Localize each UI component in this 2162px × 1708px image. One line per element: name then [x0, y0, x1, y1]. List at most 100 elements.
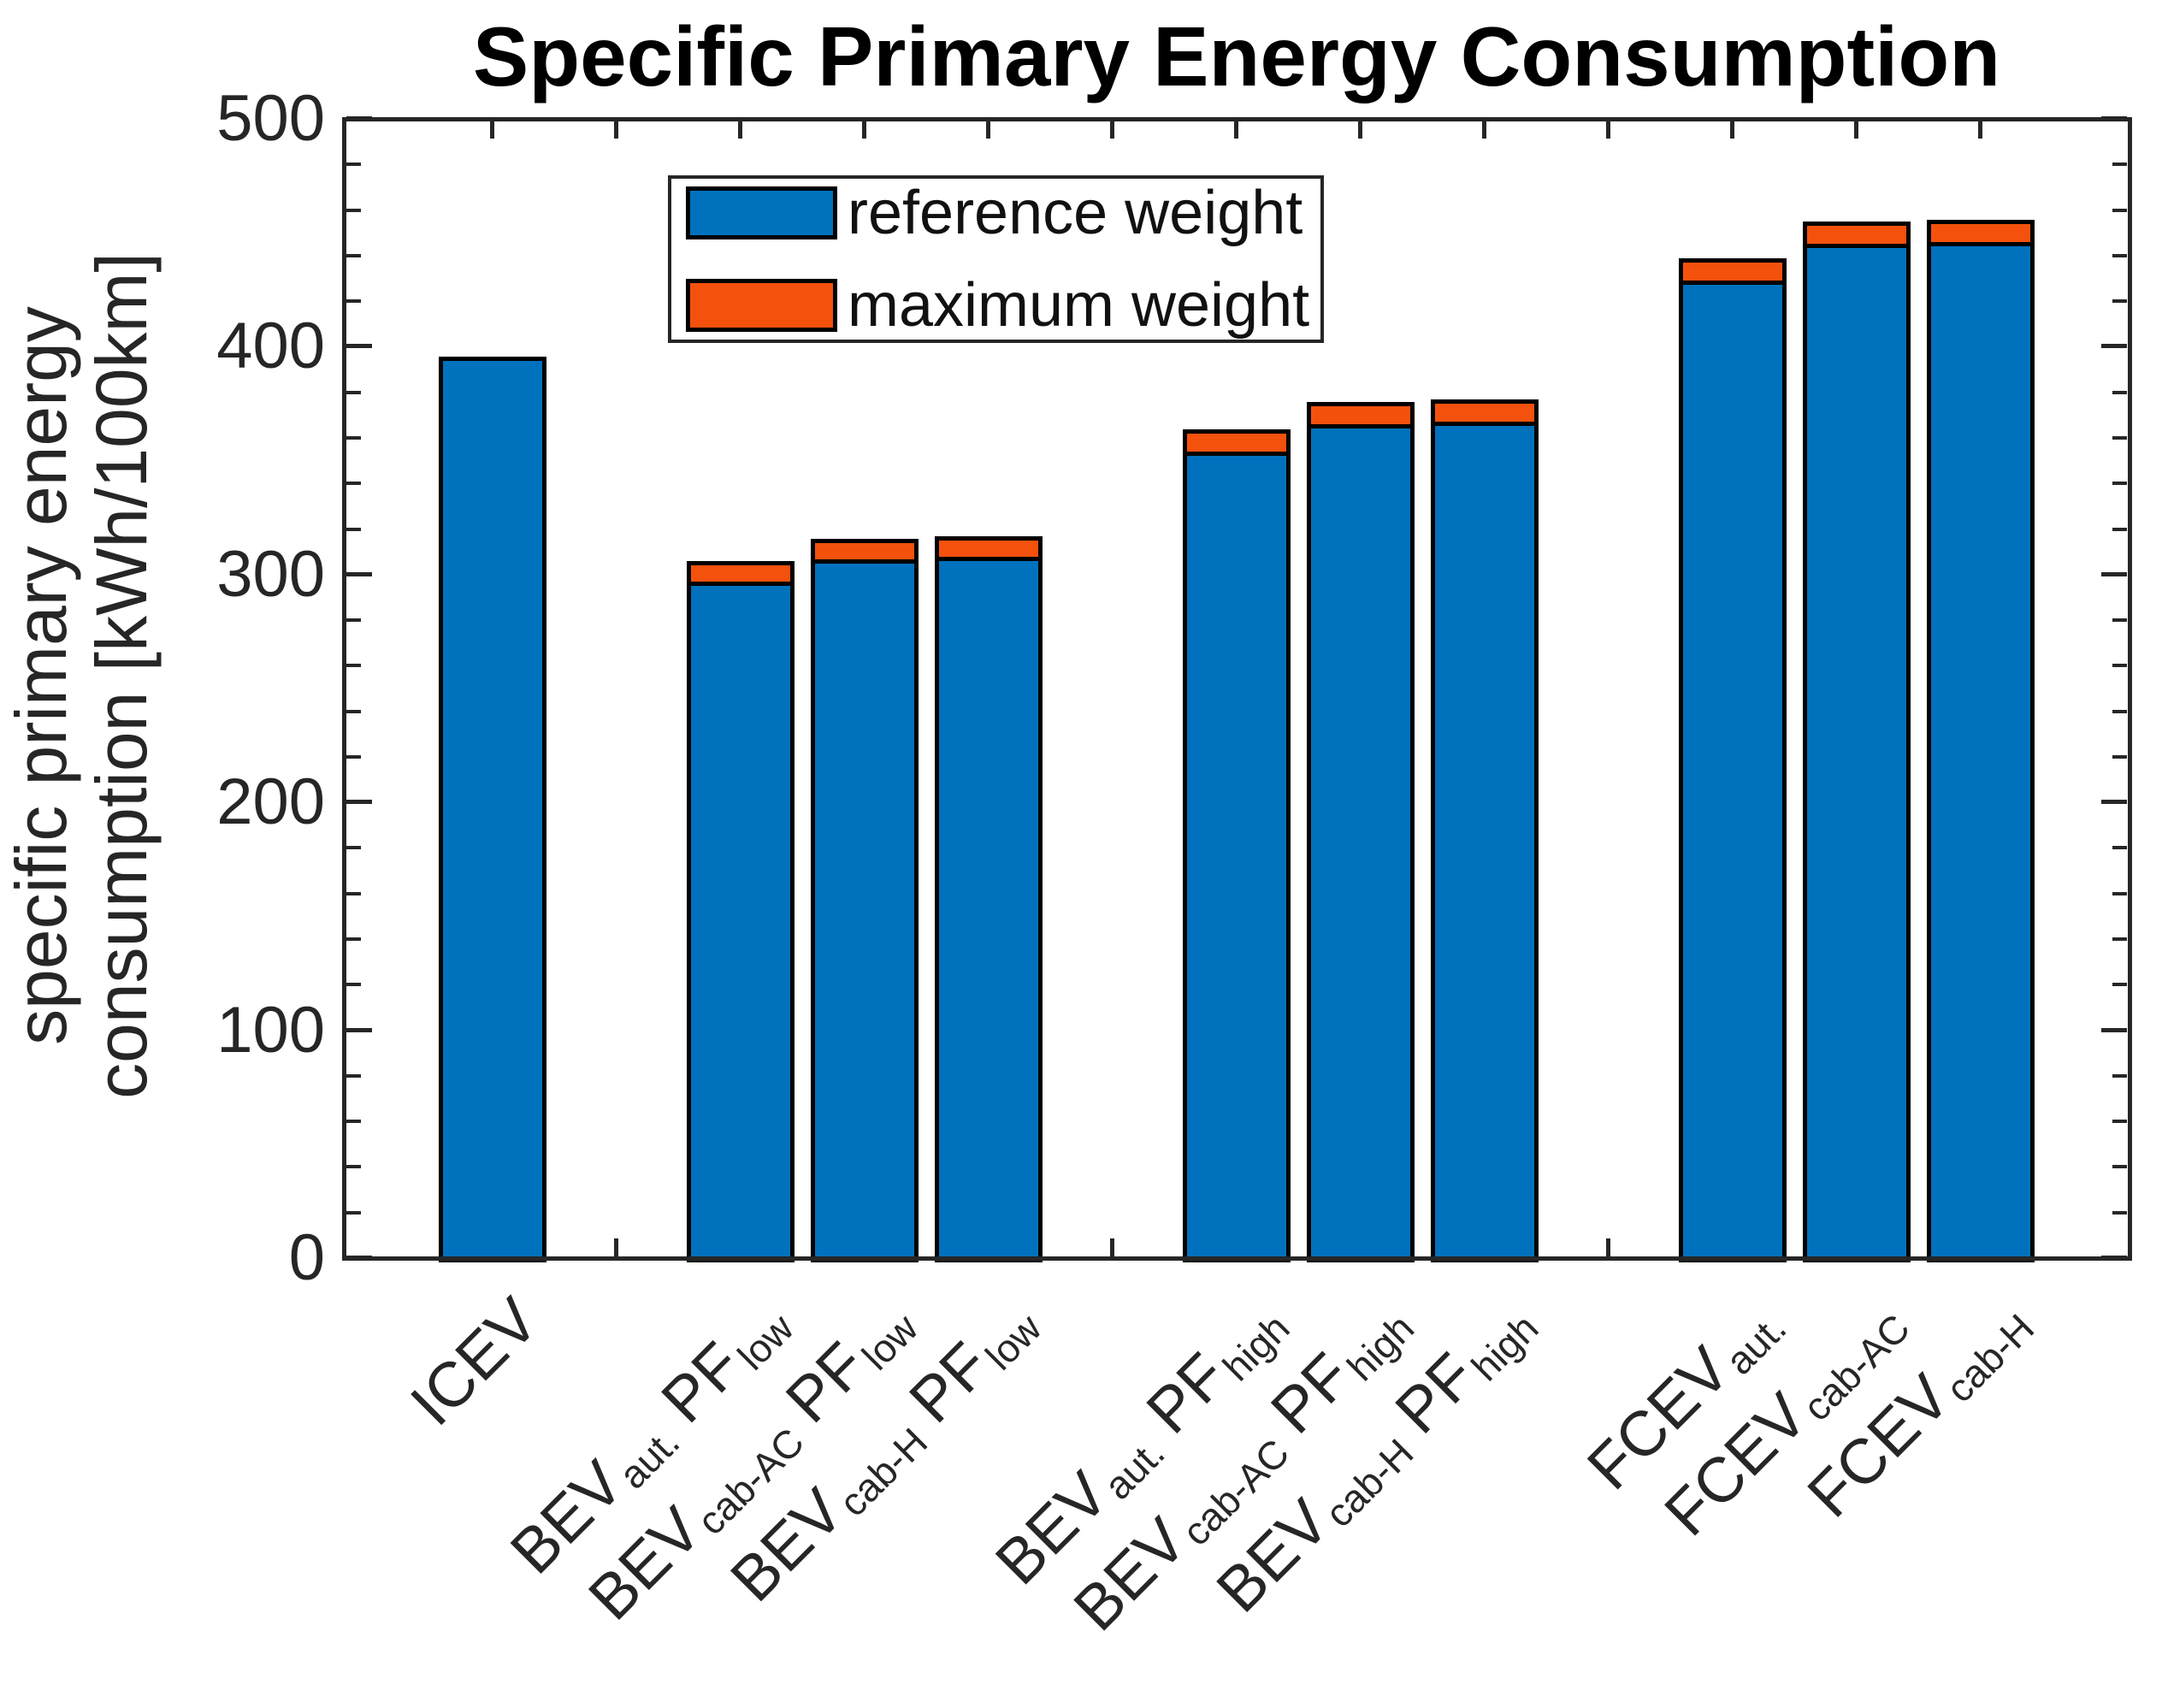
y-axis-minor-tick-right	[2112, 391, 2127, 394]
bar-bev-aut-pf-high-reference	[1183, 450, 1291, 1262]
bar-bev-cab-ac-pf-low-reference	[811, 557, 919, 1262]
bar-fcev-aut-maximum	[1679, 258, 1787, 285]
y-axis-minor-tick-right	[2112, 209, 2127, 212]
legend-swatch-maximum	[686, 279, 837, 332]
x-axis-tick-top	[1482, 120, 1486, 139]
y-axis-minor-tick	[346, 892, 361, 895]
y-axis-minor-tick-right	[2112, 163, 2127, 166]
y-axis-tick-label: 0	[288, 1221, 325, 1294]
y-axis-minor-tick	[346, 937, 361, 941]
legend: reference weight maximum weight	[668, 175, 1324, 343]
bar-bev-cab-ac-pf-high-maximum	[1307, 402, 1415, 428]
y-axis-minor-tick-right	[2112, 528, 2127, 531]
y-axis-major-tick	[346, 116, 372, 121]
y-axis-minor-tick	[346, 1120, 361, 1123]
bar-icev-reference	[439, 357, 546, 1262]
x-label-subscript: cab-H	[1315, 1430, 1422, 1536]
y-axis-major-tick-right	[2101, 1028, 2127, 1032]
y-axis-minor-tick	[346, 436, 361, 440]
legend-row-maximum: maximum weight	[686, 270, 1320, 340]
legend-label-maximum: maximum weight	[848, 271, 1310, 340]
legend-row-reference: reference weight	[686, 178, 1320, 248]
y-axis-minor-tick	[346, 299, 361, 303]
y-axis-major-tick	[346, 572, 372, 576]
y-axis-minor-tick	[346, 755, 361, 759]
x-axis-tick-top	[614, 120, 618, 139]
y-axis-minor-tick	[346, 209, 361, 212]
x-axis-label-icev: ICEV	[397, 1284, 552, 1439]
y-axis-minor-tick	[346, 710, 361, 713]
y-axis-major-tick	[346, 1256, 372, 1260]
y-axis-minor-tick-right	[2112, 664, 2127, 667]
bar-fcev-cab-ac-reference	[1803, 243, 1911, 1262]
bar-bev-cab-h-pf-low-maximum	[935, 536, 1043, 561]
y-axis-major-tick-right	[2101, 116, 2127, 121]
bar-bev-cab-ac-pf-high-reference	[1307, 423, 1415, 1262]
legend-label-reference: reference weight	[848, 179, 1303, 247]
bar-fcev-cab-h-maximum	[1927, 220, 2035, 246]
x-axis-tick-top	[1978, 120, 1982, 139]
y-axis-major-tick-right	[2101, 800, 2127, 804]
y-axis-major-tick	[346, 344, 372, 348]
y-axis-minor-tick-right	[2112, 937, 2127, 941]
bar-bev-aut-pf-low-maximum	[687, 561, 795, 586]
y-axis-minor-tick	[346, 482, 361, 485]
y-axis-minor-tick-right	[2112, 299, 2127, 303]
bar-bev-aut-pf-high-maximum	[1183, 429, 1291, 456]
y-axis-tick-label: 300	[216, 538, 325, 611]
y-axis-minor-tick-right	[2112, 254, 2127, 257]
bar-bev-aut-pf-low-reference	[687, 580, 795, 1262]
y-axis-minor-tick	[346, 846, 361, 849]
y-axis-minor-tick-right	[2112, 618, 2127, 622]
x-axis-tick-top	[862, 120, 866, 139]
y-axis-major-tick-right	[2101, 572, 2127, 576]
bar-fcev-aut-reference	[1679, 279, 1787, 1262]
x-axis-tick-bottom	[614, 1238, 618, 1257]
y-axis-minor-tick	[346, 163, 361, 166]
y-axis-minor-tick-right	[2112, 846, 2127, 849]
y-axis-tick-label: 400	[216, 310, 325, 382]
x-axis-tick-top	[1110, 120, 1114, 139]
x-axis-tick-top	[1358, 120, 1362, 139]
y-axis-minor-tick-right	[2112, 755, 2127, 759]
x-axis-tick-bottom	[1110, 1238, 1114, 1257]
bar-bev-cab-h-pf-high-maximum	[1431, 399, 1539, 426]
legend-swatch-reference	[686, 186, 837, 239]
y-axis-minor-tick-right	[2112, 436, 2127, 440]
y-axis-minor-tick	[346, 254, 361, 257]
y-axis-minor-tick-right	[2112, 892, 2127, 895]
bar-bev-cab-ac-pf-low-maximum	[811, 539, 919, 564]
y-axis-minor-tick	[346, 391, 361, 394]
bar-fcev-cab-h-reference	[1927, 240, 2035, 1262]
y-axis-minor-tick-right	[2112, 1120, 2127, 1123]
y-axis-tick-label: 500	[216, 82, 325, 155]
x-axis-tick-top	[1234, 120, 1238, 139]
y-axis-minor-tick-right	[2112, 1074, 2127, 1078]
y-axis-major-tick	[346, 800, 372, 804]
x-axis-tick-top	[1730, 120, 1734, 139]
y-axis-minor-tick-right	[2112, 710, 2127, 713]
y-axis-minor-tick-right	[2112, 1165, 2127, 1168]
y-axis-minor-tick	[346, 1074, 361, 1078]
bar-fcev-cab-ac-maximum	[1803, 222, 1911, 248]
y-axis-minor-tick	[346, 618, 361, 622]
y-axis-major-tick	[346, 1028, 372, 1032]
y-axis-major-tick-right	[2101, 344, 2127, 348]
bar-bev-cab-h-pf-low-reference	[935, 554, 1043, 1262]
chart-title: Specific Primary Energy Consumption	[472, 9, 2001, 103]
x-axis-tick-top	[986, 120, 990, 139]
y-axis-minor-tick	[346, 1211, 361, 1215]
y-axis-major-tick-right	[2101, 1256, 2127, 1260]
y-axis-minor-tick	[346, 528, 361, 531]
x-axis-tick-bottom	[1606, 1238, 1610, 1257]
x-axis-tick-top	[490, 120, 494, 139]
bar-bev-cab-h-pf-high-reference	[1431, 420, 1539, 1262]
x-axis-tick-top	[1854, 120, 1858, 139]
x-label-subscript: cab-H	[830, 1419, 936, 1525]
y-axis-tick-label: 100	[216, 994, 325, 1067]
y-axis-minor-tick	[346, 1165, 361, 1168]
x-label-subscript: cab-H	[1936, 1305, 2043, 1411]
y-axis-minor-tick	[346, 664, 361, 667]
